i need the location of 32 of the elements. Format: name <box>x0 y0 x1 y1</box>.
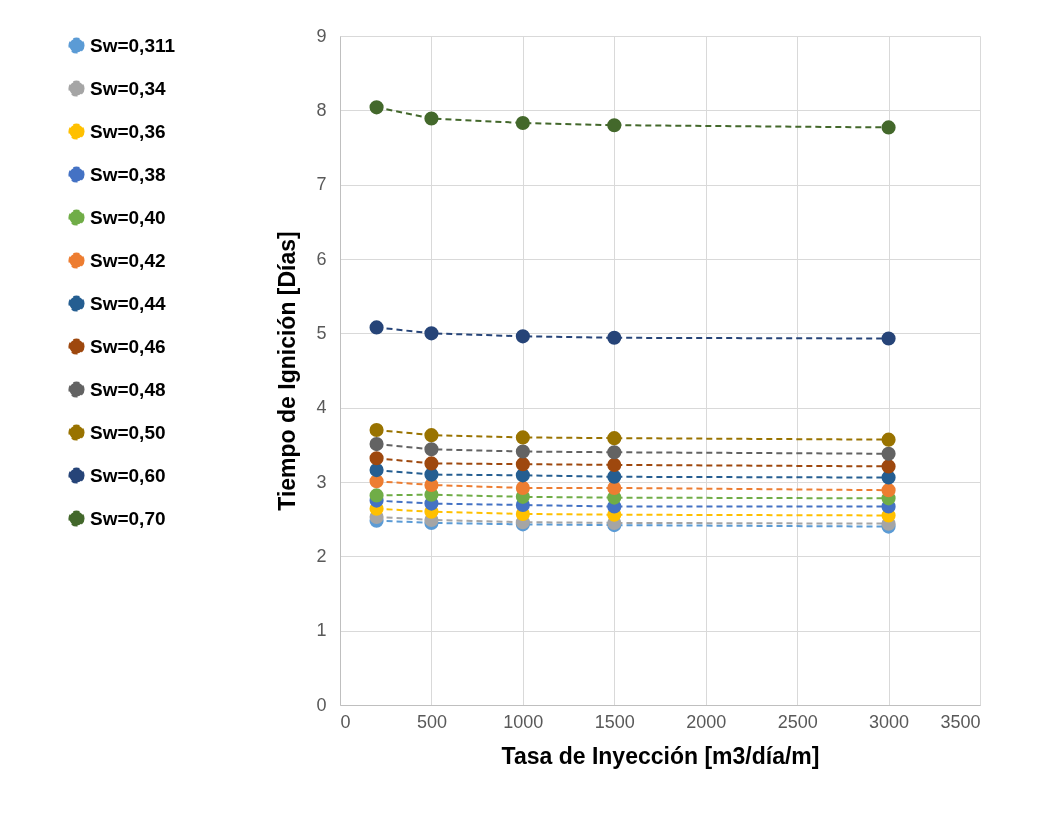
legend-label: Sw=0,42 <box>90 249 166 271</box>
legend-label: Sw=0,60 <box>90 464 166 486</box>
y-tick-label: 6 <box>316 248 327 269</box>
legend-label: Sw=0,46 <box>90 335 166 357</box>
y-tick-label: 9 <box>316 25 327 46</box>
x-tick-label: 2500 <box>777 711 818 732</box>
legend-label: Sw=0,48 <box>90 378 166 400</box>
legend-label: Sw=0,44 <box>90 292 166 314</box>
legend-label: Sw=0,34 <box>90 77 166 99</box>
legend-label: Sw=0,36 <box>90 120 166 142</box>
x-tick-label: 3000 <box>869 711 910 732</box>
legend-label: Sw=0,311 <box>90 34 176 56</box>
y-tick-label: 0 <box>316 694 327 715</box>
x-tick-label: 2000 <box>686 711 727 732</box>
x-axis-title: Tasa de Inyección [m3/día/m] <box>501 742 820 769</box>
y-tick-label: 3 <box>316 471 327 492</box>
x-tick-label: 0 <box>340 711 351 732</box>
y-tick-label: 5 <box>316 322 327 343</box>
y-tick-label: 1 <box>316 620 327 641</box>
legend-label: Sw=0,50 <box>90 421 166 443</box>
y-tick-label: 7 <box>316 174 327 195</box>
legend-label: Sw=0,38 <box>90 163 166 185</box>
x-tick-label: 3500 <box>940 711 981 732</box>
y-tick-label: 2 <box>316 545 327 566</box>
x-tick-label: 500 <box>416 711 447 732</box>
x-tick-label: 1000 <box>503 711 544 732</box>
y-tick-label: 4 <box>316 397 327 418</box>
y-axis-title: Tiempo de Ignición [Días] <box>274 231 301 511</box>
x-tick-label: 1500 <box>594 711 635 732</box>
legend-label: Sw=0,70 <box>90 507 166 529</box>
y-tick-label: 8 <box>316 99 327 120</box>
legend-label: Sw=0,40 <box>90 206 166 228</box>
